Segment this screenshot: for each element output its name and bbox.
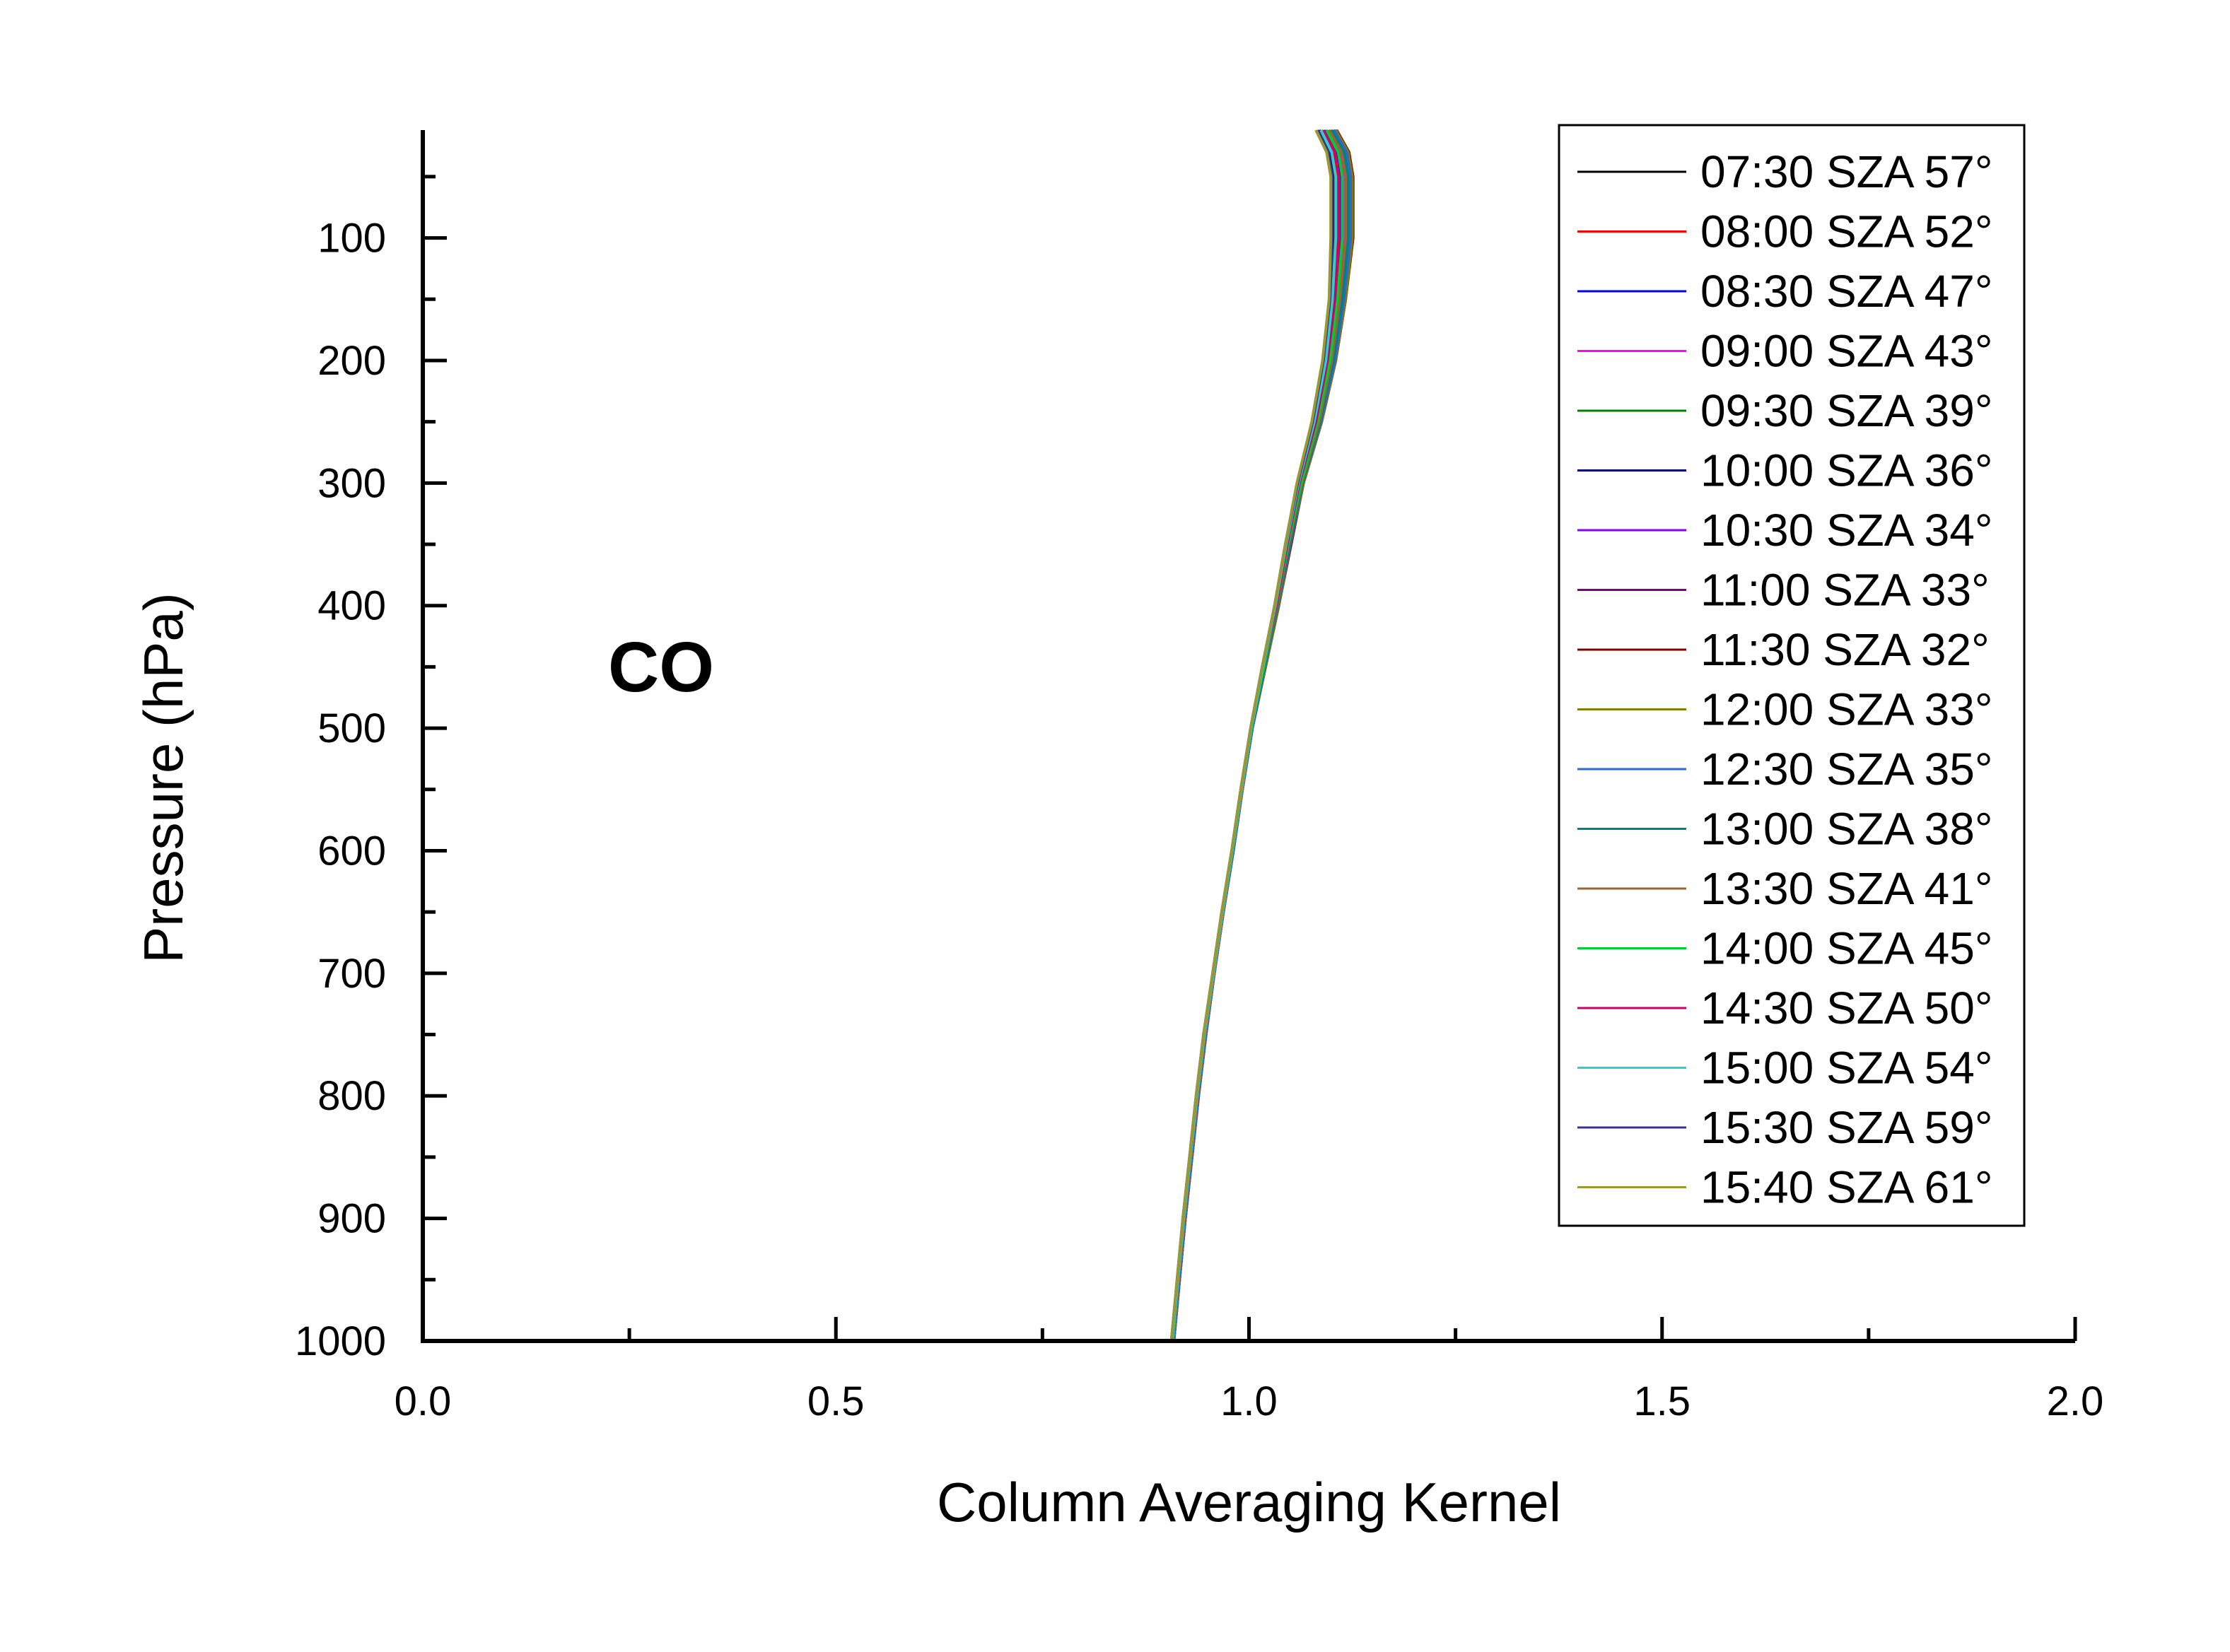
species-annotation: CO — [608, 628, 714, 707]
series-line — [1172, 129, 1353, 1342]
x-tick-label: 0.0 — [395, 1378, 452, 1424]
legend-label: 07:30 SZA 57° — [1700, 146, 1992, 197]
legend-label: 09:00 SZA 43° — [1700, 326, 1992, 377]
x-axis-title: Column Averaging Kernel — [937, 1471, 1561, 1533]
x-tick-label: 2.0 — [2047, 1378, 2104, 1424]
x-tick-label: 1.0 — [1220, 1378, 1278, 1424]
series-line — [1170, 129, 1341, 1342]
series-lines — [1169, 129, 1355, 1342]
y-tick-label: 700 — [317, 951, 386, 997]
series-line — [1172, 129, 1344, 1342]
legend-label: 14:00 SZA 45° — [1700, 923, 1992, 974]
legend-label: 08:30 SZA 47° — [1700, 266, 1992, 317]
series-line — [1172, 129, 1350, 1342]
y-tick-label: 200 — [317, 338, 386, 384]
legend-box — [1558, 124, 2026, 1227]
legend-label: 15:30 SZA 59° — [1700, 1102, 1992, 1153]
y-tick-label: 100 — [317, 216, 386, 262]
series-line — [1172, 129, 1345, 1342]
legend-label: 12:30 SZA 35° — [1700, 744, 1992, 795]
series-line — [1172, 129, 1348, 1342]
y-tick-label: 900 — [317, 1196, 386, 1242]
series-line — [1172, 129, 1352, 1342]
y-tick-label: 800 — [317, 1073, 386, 1119]
series-line — [1170, 129, 1339, 1342]
legend-label: 10:30 SZA 34° — [1700, 505, 1992, 556]
legend-label: 15:40 SZA 61° — [1700, 1162, 1992, 1213]
y-axis-title: Pressure (hPa) — [132, 592, 194, 963]
x-axis-ticks: 0.0 0.5 1.0 1.5 2.0 — [395, 1317, 2104, 1424]
series-line — [1172, 129, 1355, 1342]
series-line — [1172, 129, 1354, 1342]
legend: 07:30 SZA 57° 08:00 SZA 52° 08:30 SZA 47° 0… — [1558, 124, 2026, 1227]
y-tick-label: 400 — [317, 583, 386, 629]
legend-label: 10:00 SZA 36° — [1700, 445, 1992, 496]
series-line — [1172, 129, 1354, 1342]
legend-label: 09:30 SZA 39° — [1700, 385, 1992, 436]
series-line — [1169, 129, 1333, 1342]
series-line — [1172, 129, 1343, 1342]
series-line — [1172, 129, 1349, 1342]
y-tick-label: 300 — [317, 460, 386, 506]
series-line — [1172, 129, 1353, 1342]
y-axis-ticks: 100 200 300 400 500 600 700 800 900 1000 — [295, 175, 447, 1364]
y-tick-label: 600 — [317, 828, 386, 874]
series-line — [1170, 129, 1336, 1342]
legend-label: 11:00 SZA 33° — [1700, 565, 1990, 616]
legend-label: 12:00 SZA 33° — [1700, 684, 1992, 735]
x-tick-label: 0.5 — [807, 1378, 865, 1424]
legend-label: 13:30 SZA 41° — [1700, 863, 1992, 914]
legend-label: 08:00 SZA 52° — [1700, 206, 1992, 257]
y-tick-label: 500 — [317, 705, 386, 751]
legend-label: 11:30 SZA 32° — [1700, 624, 1990, 675]
x-tick-label: 1.5 — [1633, 1378, 1691, 1424]
legend-label: 13:00 SZA 38° — [1700, 804, 1992, 855]
legend-label: 15:00 SZA 54° — [1700, 1043, 1992, 1094]
y-tick-label: 1000 — [295, 1318, 386, 1364]
legend-label: 14:30 SZA 50° — [1700, 983, 1992, 1033]
series-line — [1170, 129, 1338, 1342]
